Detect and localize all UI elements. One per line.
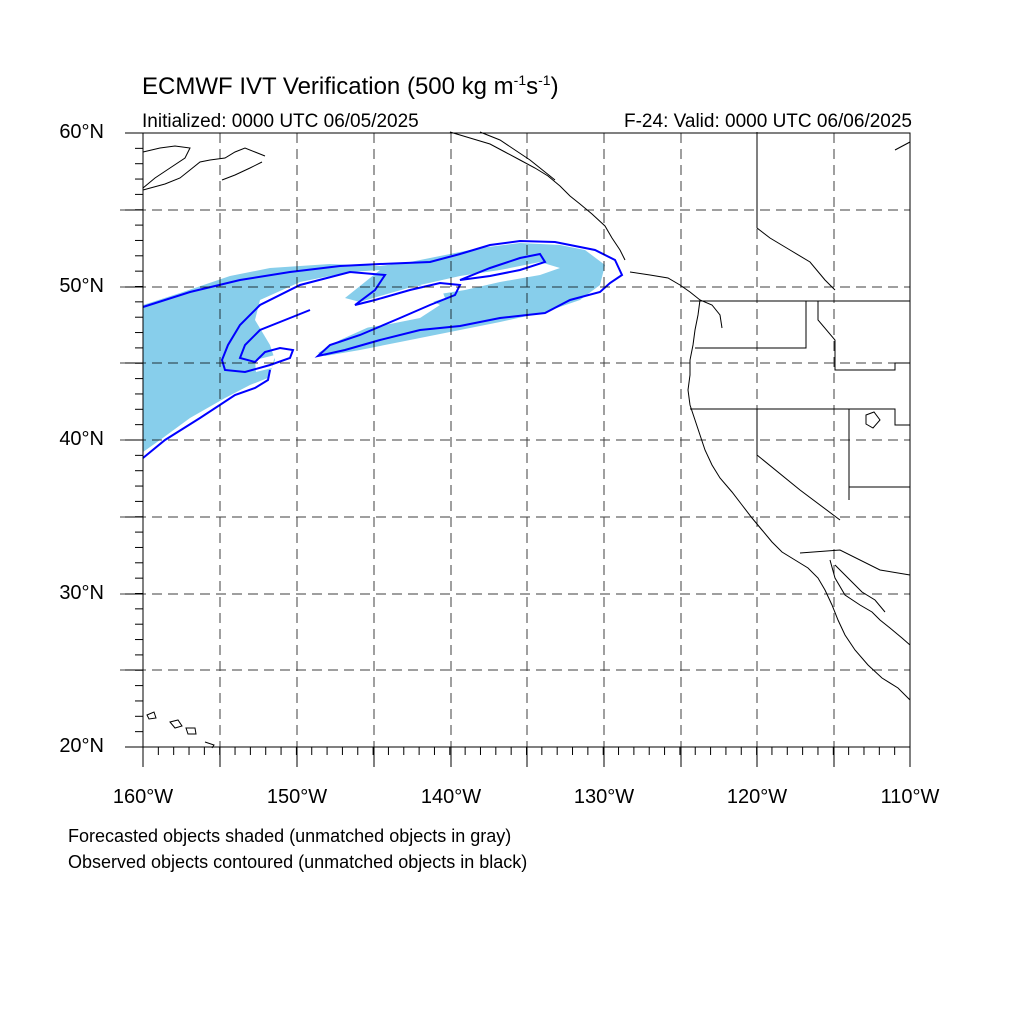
coastlines: [142, 131, 911, 749]
footnote-observed: Observed objects contoured (unmatched ob…: [68, 852, 528, 872]
observed-object-contour: [142, 239, 624, 459]
lat-label-50n: 50°N: [59, 275, 104, 297]
lon-label-110w: 110°W: [880, 786, 940, 808]
valid-time-label: F-24: Valid: 0000 UTC 06/06/2025: [624, 111, 912, 132]
lon-label-130w: 130°W: [573, 786, 635, 808]
lat-label-20n: 20°N: [59, 735, 104, 757]
graticule: [120, 133, 910, 767]
lon-label-150w: 150°W: [266, 786, 328, 808]
map-frame: [125, 132, 911, 767]
chart-title: ECMWF IVT Verification (500 kg m-1s-1): [142, 72, 559, 100]
lat-label-40n: 40°N: [59, 428, 104, 450]
lat-label-30n: 30°N: [59, 582, 104, 604]
lon-label-140w: 140°W: [420, 786, 482, 808]
lon-label-120w: 120°W: [726, 786, 788, 808]
minor-ticks: [135, 132, 911, 755]
init-time-label: Initialized: 0000 UTC 06/05/2025: [142, 111, 419, 132]
lat-label-60n: 60°N: [59, 121, 104, 143]
lon-label-160w: 160°W: [112, 786, 174, 808]
forecast-object-shading: [143, 243, 605, 452]
political-boundaries: [690, 132, 911, 576]
footnote-forecast: Forecasted objects shaded (unmatched obj…: [68, 826, 512, 846]
